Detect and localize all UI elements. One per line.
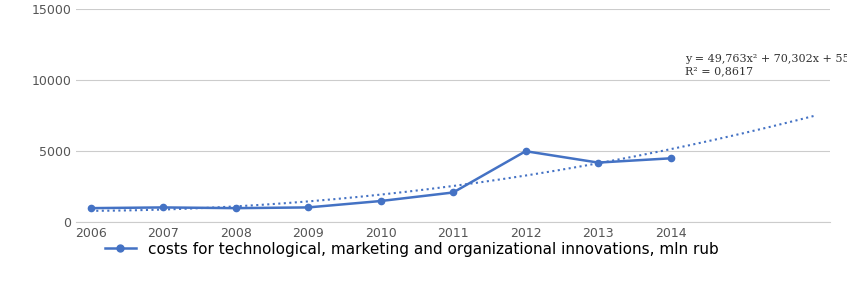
Text: y = 49,763x² + 70,302x + 559,77
R² = 0,8617: y = 49,763x² + 70,302x + 559,77 R² = 0,8…	[685, 54, 847, 76]
Legend: costs for technological, marketing and organizational innovations, mln rub: costs for technological, marketing and o…	[99, 235, 725, 263]
